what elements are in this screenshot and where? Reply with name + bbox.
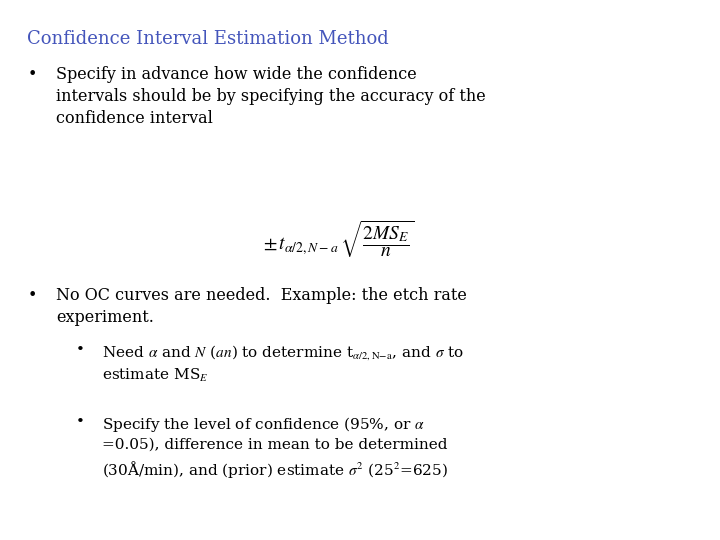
Text: Specify the level of confidence (95%, or $\alpha$
=0.05), difference in mean to : Specify the level of confidence (95%, or… [102, 415, 449, 480]
Text: Specify in advance how wide the confidence
intervals should be by specifying the: Specify in advance how wide the confiden… [56, 66, 486, 127]
Text: Confidence Interval Estimation Method: Confidence Interval Estimation Method [27, 30, 389, 48]
Text: •: • [27, 287, 37, 304]
Text: •: • [76, 415, 84, 429]
Text: •: • [27, 66, 37, 83]
Text: Need $\alpha$ and $N$ ($an$) to determine t$_{\alpha/2,\mathrm{N\!-\!a}}$, and $: Need $\alpha$ and $N$ ($an$) to determin… [102, 343, 464, 384]
Text: $\pm\, t_{\alpha/2,N-a}\,\sqrt{\dfrac{2MS_E}{n}}$: $\pm\, t_{\alpha/2,N-a}\,\sqrt{\dfrac{2M… [263, 219, 414, 260]
Text: •: • [76, 343, 84, 357]
Text: No OC curves are needed.  Example: the etch rate
experiment.: No OC curves are needed. Example: the et… [56, 287, 467, 327]
